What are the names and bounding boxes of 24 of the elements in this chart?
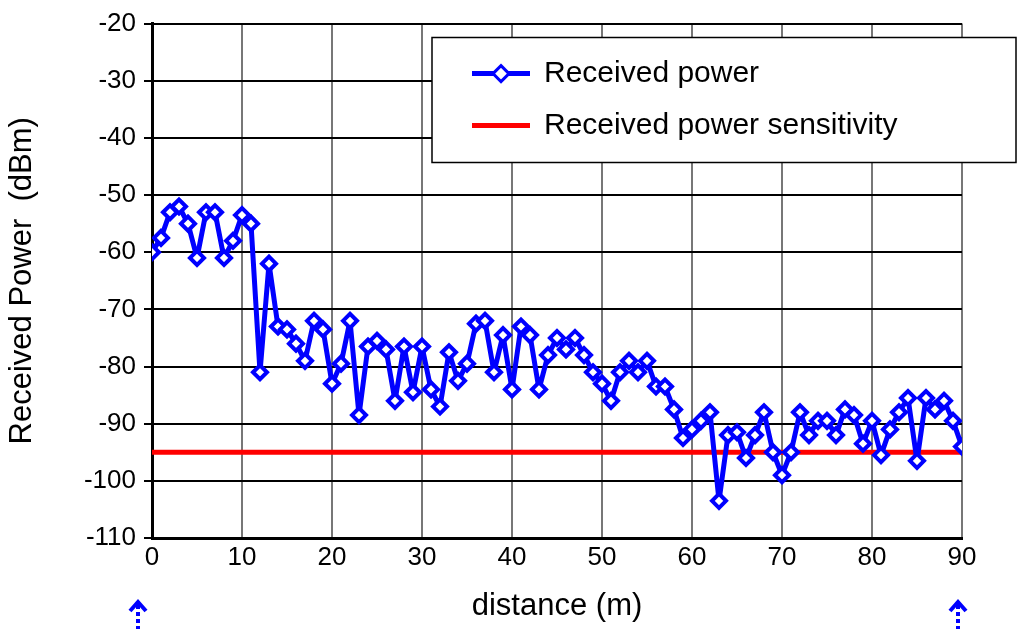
y-axis-title: Received Power (dBm) <box>3 117 39 445</box>
x-tick-label: 90 <box>947 540 977 571</box>
x-tick-label: 70 <box>767 540 797 571</box>
x-tick-label: 80 <box>857 540 887 571</box>
y-tick-label: -110 <box>85 521 136 552</box>
x-tick-label: 20 <box>317 540 347 571</box>
x-tick-label: 0 <box>144 540 160 571</box>
x-tick-label: 10 <box>227 540 257 571</box>
x-axis-title: distance (m) <box>471 586 643 622</box>
x-tick-label: 60 <box>677 540 707 571</box>
x-tick-label: 50 <box>587 540 617 571</box>
legend-label: Received power sensitivity <box>544 106 898 140</box>
x-tick-label: 30 <box>407 540 437 571</box>
y-tick-label: -70 <box>98 292 136 323</box>
x-tick-label: 40 <box>497 540 527 571</box>
y-tick-label: -60 <box>98 235 136 266</box>
y-tick-label: -20 <box>98 6 136 37</box>
y-tick-label: -40 <box>98 121 136 152</box>
y-tick-label: -80 <box>98 349 136 380</box>
y-tick-label: -90 <box>98 406 136 437</box>
y-tick-label: -100 <box>83 464 136 495</box>
y-tick-label: -50 <box>98 178 136 209</box>
legend-label: Received power <box>544 54 760 88</box>
y-tick-label: -30 <box>98 63 136 94</box>
